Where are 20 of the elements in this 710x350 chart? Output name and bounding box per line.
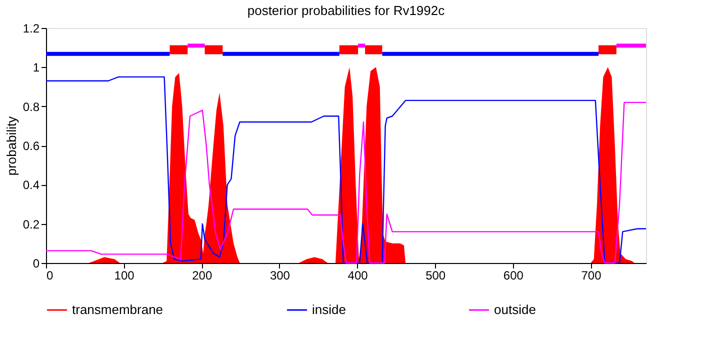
y-tick-label: 0 <box>32 256 40 270</box>
y-tick-label: 0.4 <box>22 178 40 192</box>
legend-label: transmembrane <box>72 302 164 317</box>
x-tick-label: 600 <box>503 268 524 282</box>
y-tick-label: 0.2 <box>22 217 40 232</box>
x-tick-label: 0 <box>46 268 54 282</box>
x-tick-label: 700 <box>581 268 602 282</box>
x-tick-label: 500 <box>426 268 446 282</box>
x-tick-label: 100 <box>114 268 135 282</box>
chart-title: posterior probabilities for Rv1992c <box>247 3 446 18</box>
x-tick-label: 300 <box>270 268 290 282</box>
x-tick-label: 200 <box>192 268 212 282</box>
y-tick-label: 0.8 <box>22 100 40 114</box>
x-tick-label: 400 <box>348 268 368 282</box>
legend-label: outside <box>494 302 536 317</box>
y-tick-label: 0.6 <box>22 139 40 153</box>
legend-label: inside <box>312 302 346 317</box>
y-tick-label: 1.2 <box>22 22 40 36</box>
y-axis-title: probability <box>4 116 19 176</box>
y-tick-label: 1 <box>32 60 40 75</box>
